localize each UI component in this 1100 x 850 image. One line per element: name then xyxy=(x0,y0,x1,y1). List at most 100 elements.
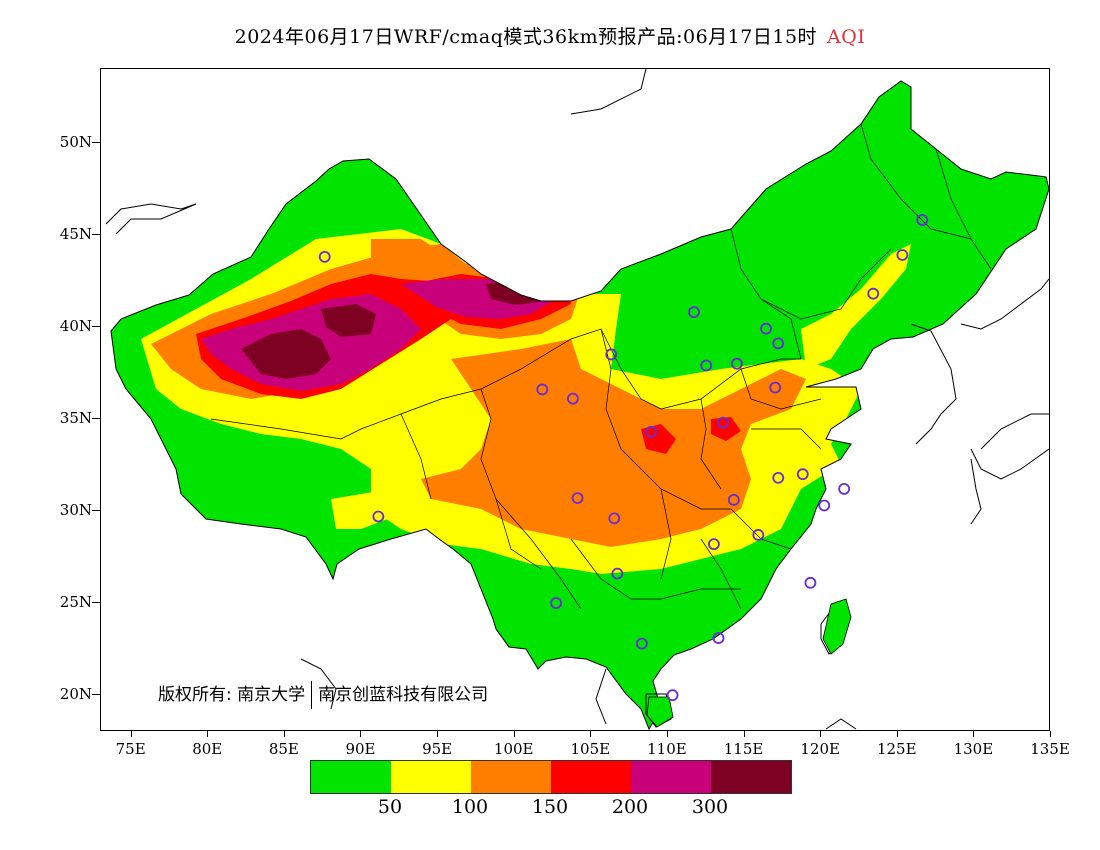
station-marker xyxy=(608,512,621,525)
lat-tick-mark xyxy=(92,417,100,419)
lat-tick-label: 25N xyxy=(59,593,92,612)
monitoring-stations xyxy=(318,214,929,702)
lon-tick-mark xyxy=(207,731,209,737)
lat-tick-label: 35N xyxy=(59,408,92,427)
station-marker xyxy=(567,392,579,405)
aqi-spot-yellow-east xyxy=(801,244,911,369)
lon-tick-mark xyxy=(360,731,362,737)
station-marker xyxy=(804,576,817,589)
station-marker xyxy=(666,689,679,702)
taiwan-island xyxy=(822,598,852,655)
hainan-island xyxy=(646,696,674,728)
station-marker xyxy=(700,359,713,372)
station-marker xyxy=(550,597,562,609)
station-marker xyxy=(318,250,331,263)
province-boundaries xyxy=(210,123,992,610)
neighbor-coastlines xyxy=(105,69,1049,730)
lon-tick-label: 80E xyxy=(192,740,223,758)
aqi-map-canvas xyxy=(105,69,1049,730)
lon-tick-label: 115E xyxy=(723,740,764,758)
legend-swatch xyxy=(631,761,711,793)
station-marker xyxy=(536,383,549,396)
lat-tick-label: 20N xyxy=(59,685,92,704)
copyright-separator xyxy=(311,681,313,709)
china-boundary xyxy=(110,80,1049,730)
lon-tick-label: 75E xyxy=(115,740,146,758)
legend-label: 150 xyxy=(531,796,569,818)
aqi-color-legend xyxy=(310,760,792,794)
station-marker xyxy=(645,425,657,438)
lon-tick-mark xyxy=(973,731,975,737)
station-marker xyxy=(727,494,740,506)
legend-swatch xyxy=(551,761,631,793)
lat-tick-mark xyxy=(92,141,100,143)
station-marker xyxy=(717,416,729,429)
copyright-org2: 南京创蓝科技有限公司 xyxy=(318,685,489,705)
lon-tick-mark xyxy=(1050,731,1051,737)
lon-tick-label: 125E xyxy=(876,740,917,758)
copyright-owner-label: 版权所有: xyxy=(158,685,232,705)
lon-tick-mark xyxy=(820,731,822,737)
lat-tick-mark xyxy=(92,602,100,604)
lon-tick-mark xyxy=(590,731,592,737)
station-marker xyxy=(752,529,765,541)
lat-tick-label: 50N xyxy=(59,132,92,151)
lon-tick-label: 120E xyxy=(800,740,840,758)
map-plot-area xyxy=(100,68,1050,731)
station-marker xyxy=(769,381,782,394)
lon-tick-mark xyxy=(437,731,439,737)
station-marker xyxy=(818,499,831,512)
lat-tick-label: 30N xyxy=(59,501,92,519)
lat-tick-mark xyxy=(92,694,100,696)
station-marker xyxy=(730,357,743,370)
lon-tick-label: 85E xyxy=(268,740,299,758)
copyright-org1: 南京大学 xyxy=(237,685,306,705)
legend-label: 50 xyxy=(377,796,403,818)
lon-tick-label: 135E xyxy=(1030,740,1070,758)
station-marker xyxy=(772,337,785,350)
station-marker xyxy=(760,322,772,335)
aqi-band-hazardous-2 xyxy=(321,304,376,337)
legend-swatch xyxy=(391,761,471,793)
station-marker xyxy=(635,637,648,650)
station-marker xyxy=(605,348,618,361)
legend-label: 300 xyxy=(691,796,729,818)
lon-tick-label: 130E xyxy=(953,740,994,758)
lon-tick-label: 95E xyxy=(422,740,453,758)
legend-label: 100 xyxy=(451,796,489,818)
station-marker xyxy=(708,538,720,551)
lon-tick-mark xyxy=(283,731,285,737)
lon-tick-mark xyxy=(666,731,668,737)
lon-tick-mark xyxy=(743,731,745,737)
title-variable: AQI xyxy=(827,26,866,48)
aqi-band-hazardous xyxy=(241,329,331,379)
legend-swatch xyxy=(471,761,551,793)
lat-tick-label: 45N xyxy=(59,224,92,243)
lat-tick-mark xyxy=(92,510,100,511)
lat-tick-mark xyxy=(92,233,100,235)
lat-tick-label: 40N xyxy=(59,316,92,335)
lon-tick-mark xyxy=(896,731,898,737)
station-marker xyxy=(772,471,785,484)
station-marker xyxy=(916,214,929,226)
station-marker xyxy=(896,249,909,261)
lon-tick-label: 100E xyxy=(493,740,534,758)
aqi-spot-red xyxy=(641,424,676,454)
station-marker xyxy=(867,287,880,300)
lon-tick-label: 90E xyxy=(345,740,376,758)
station-marker xyxy=(712,632,725,644)
station-marker xyxy=(838,482,851,495)
lon-tick-mark xyxy=(513,731,515,737)
station-marker xyxy=(688,306,700,319)
lon-tick-label: 110E xyxy=(647,740,687,758)
lat-tick-mark xyxy=(92,325,100,327)
map-title: 2024年06月17日WRF/cmaq模式36km预报产品:06月17日15时 A… xyxy=(0,22,1100,49)
station-marker xyxy=(796,468,809,481)
lon-tick-label: 105E xyxy=(570,740,611,758)
station-marker xyxy=(571,492,584,505)
legend-swatch xyxy=(311,761,391,793)
legend-swatch xyxy=(711,761,791,793)
station-marker xyxy=(372,510,385,523)
aqi-band-usg-central xyxy=(421,339,806,547)
lon-tick-mark xyxy=(130,731,132,737)
